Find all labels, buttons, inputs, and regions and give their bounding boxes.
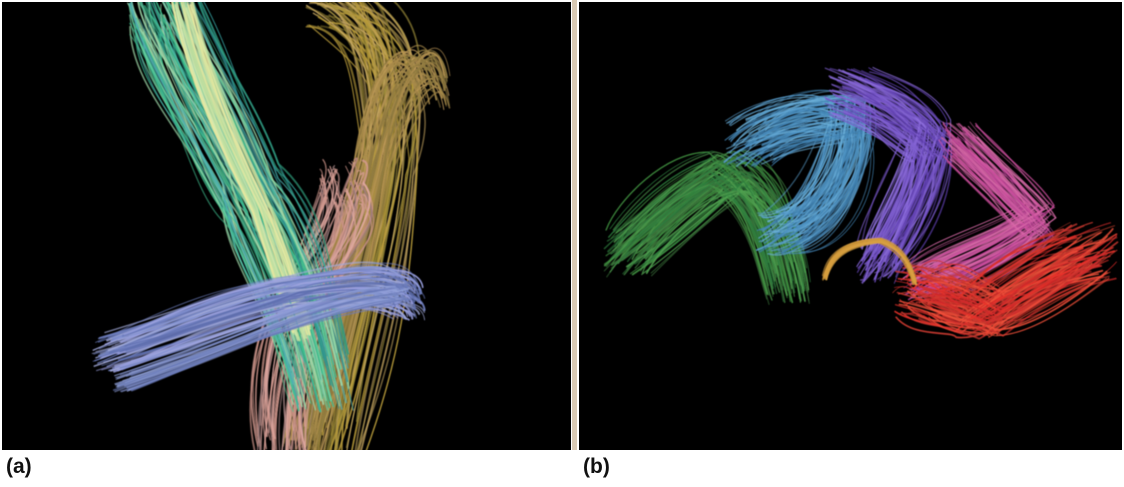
fiber-green — [132, 22, 298, 402]
fiber-orange — [825, 240, 917, 285]
fiber-purple — [833, 100, 917, 271]
fiber-blue — [114, 285, 396, 377]
fiber-purple — [872, 66, 952, 241]
fiber-blue — [123, 270, 420, 336]
fiber-green — [603, 188, 768, 300]
fiber-purple — [846, 68, 929, 243]
fiber-red — [915, 262, 1087, 324]
fiber-blue — [750, 130, 852, 255]
fiber-blue — [130, 298, 412, 391]
fiber-blue — [773, 131, 873, 249]
fiber-tract-image-b — [579, 2, 1122, 450]
fiber-magenta — [909, 122, 1032, 266]
fiber-blue — [115, 286, 398, 379]
fiber-purple — [831, 108, 915, 278]
fiber-blue — [119, 284, 402, 376]
fiber-magenta — [926, 125, 1049, 269]
fiber-blue — [760, 136, 862, 253]
fiber-red — [937, 222, 1112, 287]
fiber-green — [641, 189, 802, 302]
tractography-render-b — [603, 66, 1119, 340]
fiber-red — [901, 222, 1071, 286]
fiber-olive — [350, 14, 417, 450]
fiber-purple — [866, 93, 947, 266]
fiber-green — [129, 34, 294, 413]
fiber-blue — [728, 94, 836, 218]
fiber-purple — [850, 68, 932, 242]
fiber-purple — [843, 113, 926, 283]
fiber-blue — [739, 115, 843, 232]
fiber-red — [920, 270, 1092, 331]
fiber-magenta — [902, 136, 1025, 279]
fiber-red — [919, 253, 1091, 315]
fiber-tract-image-a — [2, 2, 571, 450]
fiber-red — [897, 236, 1068, 300]
fiber-green — [612, 151, 776, 263]
panel-label-a: (a) — [6, 455, 32, 478]
fiber-green — [608, 157, 772, 270]
fiber-red — [933, 270, 1108, 331]
fiber-blue — [749, 113, 851, 238]
fiber-green — [605, 184, 770, 296]
fiber-olive — [340, 12, 402, 450]
fiber-magenta — [928, 121, 1050, 265]
fiber-blue — [112, 297, 396, 391]
fiber-red — [930, 276, 1103, 336]
fiber-magenta — [916, 123, 1038, 267]
fiber-red — [894, 246, 1063, 309]
fiber-purple — [829, 114, 913, 284]
fiber-green — [645, 190, 806, 302]
fiber-red — [906, 223, 1078, 289]
fiber-green — [641, 184, 801, 296]
fiber-blue — [111, 266, 409, 340]
fiber-green — [642, 170, 803, 283]
fiber-blue — [119, 301, 416, 367]
fiber-red — [916, 243, 1088, 306]
fiber-purple — [843, 109, 926, 280]
fiber-magenta — [916, 144, 1038, 286]
fiber-blue — [773, 134, 875, 253]
fiber-blue — [121, 273, 417, 337]
fiber-red — [931, 254, 1105, 316]
fiber-olive — [352, 25, 426, 450]
fiber-red — [928, 241, 1101, 304]
fiber-olive — [356, 17, 418, 450]
fiber-purple — [832, 112, 915, 282]
fiber-red — [918, 260, 1090, 321]
fiber-blue — [119, 293, 402, 387]
panel-divider — [572, 0, 577, 450]
fiber-blue — [110, 276, 407, 342]
fiber-purple — [853, 68, 934, 242]
tractography-render-a — [91, 2, 451, 450]
fiber-purple — [853, 106, 935, 277]
fiber-olive — [335, 7, 397, 450]
fiber-purple — [870, 92, 951, 264]
fiber-red — [936, 277, 1110, 337]
fiber-blue — [733, 117, 836, 234]
fiber-red — [928, 279, 1101, 339]
fiber-olive — [355, 2, 421, 423]
fiber-green — [622, 191, 784, 303]
fiber-purple — [864, 85, 945, 258]
fiber-red — [918, 259, 1090, 320]
fiber-purple — [839, 78, 923, 252]
panel-label-b: (b) — [583, 455, 610, 478]
fiber-blue — [762, 130, 863, 247]
fiber-red — [898, 252, 1068, 314]
fiber-green — [189, 2, 349, 383]
fiber-red — [894, 272, 1064, 333]
